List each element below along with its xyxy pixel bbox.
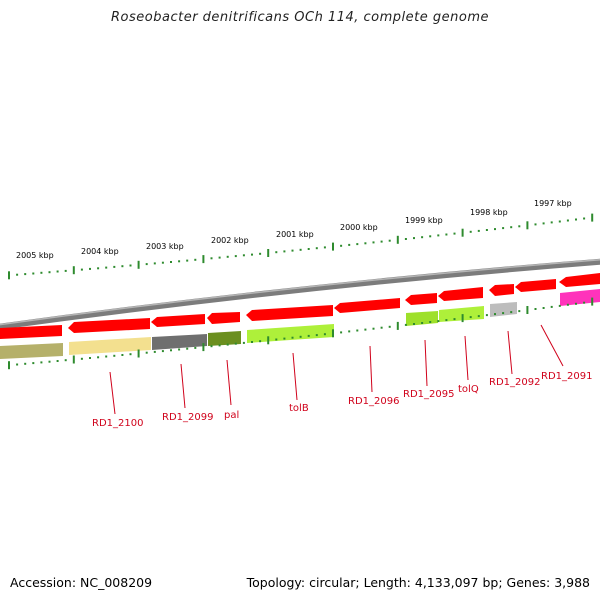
accession-text: Accession: NC_008209: [10, 575, 153, 590]
outer-tick-ring: [8, 213, 594, 280]
leader-line: [507, 330, 513, 375]
gene-label: pal: [224, 410, 239, 421]
cds-arrow: [151, 314, 205, 327]
cds-arrow: [405, 293, 437, 305]
gene-label: RD1_2095: [403, 389, 454, 400]
gene-label: RD1_2100: [92, 418, 143, 429]
leader-line: [540, 324, 564, 367]
cds-arrow: [334, 298, 400, 313]
feature-block: [439, 306, 484, 322]
feature-block: [490, 302, 517, 317]
feature-block: [560, 289, 600, 306]
gene-label: RD1_2092: [489, 377, 540, 388]
leader-line: [292, 352, 298, 401]
genome-summary-text: Topology: circular; Length: 4,133,097 bp…: [246, 575, 590, 590]
kbp-label: 1997 kbp: [534, 199, 572, 208]
feature-block: [247, 324, 334, 343]
leader-line: [180, 363, 186, 409]
gene-label: tolB: [289, 403, 309, 414]
leader-line: [226, 359, 232, 406]
leader-line: [464, 335, 469, 381]
kbp-label: 1998 kbp: [470, 208, 508, 217]
kbp-label: 2000 kbp: [340, 223, 378, 232]
kbp-label: 2003 kbp: [146, 242, 184, 251]
feature-band: [0, 289, 600, 359]
gene-labels: RD1_2100 RD1_2099 pal tolB RD1_2096 RD1_…: [92, 371, 592, 429]
kbp-scale: 2005 kbp 2004 kbp 2003 kbp 2002 kbp 2001…: [16, 199, 572, 260]
kbp-label: 1999 kbp: [405, 216, 443, 225]
inner-tick-ring: [8, 297, 594, 370]
feature-block: [152, 334, 207, 350]
kbp-label: 2004 kbp: [81, 247, 119, 256]
feature-block: [69, 337, 151, 355]
gene-label: tolQ: [458, 384, 479, 395]
leader-lines: [109, 324, 564, 415]
leader-line: [109, 371, 116, 415]
kbp-label: 2001 kbp: [276, 230, 314, 239]
gene-label: RD1_2091: [541, 371, 592, 382]
gene-label: RD1_2099: [162, 412, 213, 423]
leader-line: [369, 345, 373, 393]
kbp-label: 2002 kbp: [211, 236, 249, 245]
feature-block: [208, 331, 241, 346]
map-title: Roseobacter denitrificans OCh 114, compl…: [111, 10, 489, 25]
cds-track: [0, 273, 600, 339]
cds-arrow: [515, 279, 556, 292]
cds-arrow: [489, 284, 514, 296]
gene-label: RD1_2096: [348, 396, 399, 407]
feature-block: [0, 343, 63, 359]
cds-arrow: [207, 312, 240, 324]
leader-line: [424, 339, 428, 387]
cds-arrow: [246, 305, 333, 321]
cds-arrow: [68, 318, 150, 333]
genome-backbone: [0, 258, 600, 330]
cds-arrow: [438, 287, 483, 301]
kbp-label: 2005 kbp: [16, 251, 54, 260]
cds-arrow: [559, 273, 600, 287]
cds-arrow: [0, 325, 62, 339]
